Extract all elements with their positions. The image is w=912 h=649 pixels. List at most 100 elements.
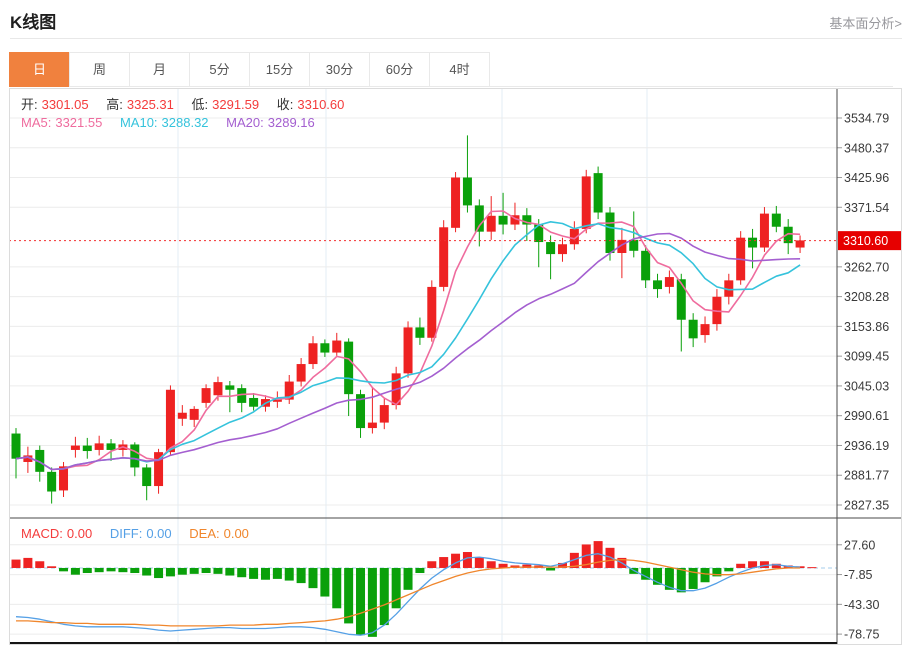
axis-tick-label: -7.85 <box>844 568 873 582</box>
axis-tick-label: -43.30 <box>844 598 879 612</box>
macd-bar <box>427 561 437 568</box>
macd-bar <box>367 567 377 637</box>
candle-body <box>771 213 781 227</box>
candle-body <box>427 286 437 338</box>
candle-body <box>593 173 603 213</box>
candle-body <box>498 215 508 225</box>
candle-body <box>59 466 69 491</box>
macd-bar <box>439 557 449 568</box>
candle-body <box>676 279 686 320</box>
timeframe-tab-6[interactable]: 60分 <box>369 52 430 87</box>
candle-body <box>462 177 472 206</box>
timeframe-tab-2[interactable]: 月 <box>129 52 190 87</box>
axis-tick-label: 2990.61 <box>844 409 889 423</box>
candle-body <box>534 224 544 243</box>
candle-body <box>510 215 520 225</box>
timeframe-tab-7[interactable]: 4时 <box>429 52 490 87</box>
candle-wick <box>110 439 112 461</box>
candle-body <box>11 433 21 459</box>
candle-body <box>557 244 567 255</box>
macd-bar <box>474 557 484 568</box>
candle-body <box>748 237 758 248</box>
candle-wick <box>466 135 468 213</box>
axis-tick-label: 3371.54 <box>844 201 889 215</box>
candle-body <box>451 177 461 228</box>
candle-body <box>344 341 354 395</box>
candle-body <box>356 394 366 429</box>
candle-body <box>154 452 164 487</box>
candle-body <box>47 471 57 492</box>
macd-bar <box>35 561 45 568</box>
candle-body <box>237 388 247 403</box>
macd-bar <box>118 567 128 573</box>
macd-bar <box>320 567 330 597</box>
kline-chart[interactable]: 3534.79 3480.37 3425.96 3371.54 3262.70 3208.… <box>9 88 902 645</box>
timeframe-tabs: 日周月 5分 15分 30分 60分 4时 <box>9 52 893 87</box>
macd-bar <box>154 567 164 579</box>
timeframe-tab-0[interactable]: 日 <box>9 52 70 87</box>
macd-bar <box>59 567 69 572</box>
tab-filler <box>490 52 893 87</box>
fundamental-analysis-link[interactable]: 基本面分析> <box>829 16 902 31</box>
candle-body <box>486 215 496 232</box>
axis-tick-label: 2827.35 <box>844 499 889 513</box>
timeframe-tab-1[interactable]: 周 <box>69 52 130 87</box>
macd-bar <box>700 567 710 583</box>
macd-bar <box>759 561 769 568</box>
macd-bar <box>676 567 686 593</box>
macd-bar <box>296 567 306 584</box>
candle-body <box>724 280 734 297</box>
page-title: K线图 <box>10 13 57 32</box>
macd-bar <box>249 567 259 579</box>
macd-bar <box>272 567 282 579</box>
candle-body <box>308 343 318 365</box>
macd-bar <box>23 557 33 568</box>
axis-tick-label: 3534.79 <box>844 111 889 125</box>
axis-tick-label: 3262.70 <box>844 260 889 274</box>
candle-body <box>641 250 651 281</box>
macd-bar <box>237 567 247 578</box>
axis-tick-label: 3208.28 <box>844 290 889 304</box>
macd-bar <box>332 567 342 609</box>
candle-body <box>165 389 175 453</box>
macd-bar <box>165 567 175 577</box>
axis-tick-label: 27.60 <box>844 538 875 552</box>
candle-body <box>403 327 413 374</box>
kline-canvas[interactable]: 3534.79 3480.37 3425.96 3371.54 3262.70 3208.… <box>9 88 902 645</box>
macd-bar <box>748 561 758 568</box>
candle-body <box>700 324 710 336</box>
candle-body <box>332 340 342 353</box>
candle-body <box>177 412 187 419</box>
current-price-tag <box>838 231 902 251</box>
candle-body <box>617 239 627 253</box>
candle-body <box>546 242 556 255</box>
candle-body <box>795 240 805 248</box>
candle-body <box>439 227 449 287</box>
timeframe-tab-3[interactable]: 5分 <box>189 52 250 87</box>
macd-bar <box>498 563 508 568</box>
candle-body <box>201 388 211 403</box>
candle-body <box>783 226 793 244</box>
macd-bar <box>308 567 318 589</box>
macd-bar <box>807 567 817 569</box>
axis-tick-label: -78.75 <box>844 628 879 642</box>
macd-bar <box>486 561 496 568</box>
macd-bar <box>213 567 223 574</box>
candle-body <box>581 176 591 229</box>
macd-bar <box>462 552 472 568</box>
axis-tick-label: 3425.96 <box>844 171 889 185</box>
candle-body <box>664 277 674 287</box>
axis-tick-label: 3099.45 <box>844 350 889 364</box>
candle-body <box>415 327 425 338</box>
macd-bar <box>688 567 698 589</box>
ma10-line <box>15 221 801 471</box>
candle-wick <box>538 219 540 268</box>
macd-bar <box>522 564 532 568</box>
timeframe-tab-5[interactable]: 30分 <box>309 52 370 87</box>
axis-tick-label: 3153.86 <box>844 320 889 334</box>
candle-body <box>367 422 377 429</box>
candle-body <box>688 319 698 339</box>
timeframe-tab-4[interactable]: 15分 <box>249 52 310 87</box>
macd-bar <box>415 567 425 574</box>
